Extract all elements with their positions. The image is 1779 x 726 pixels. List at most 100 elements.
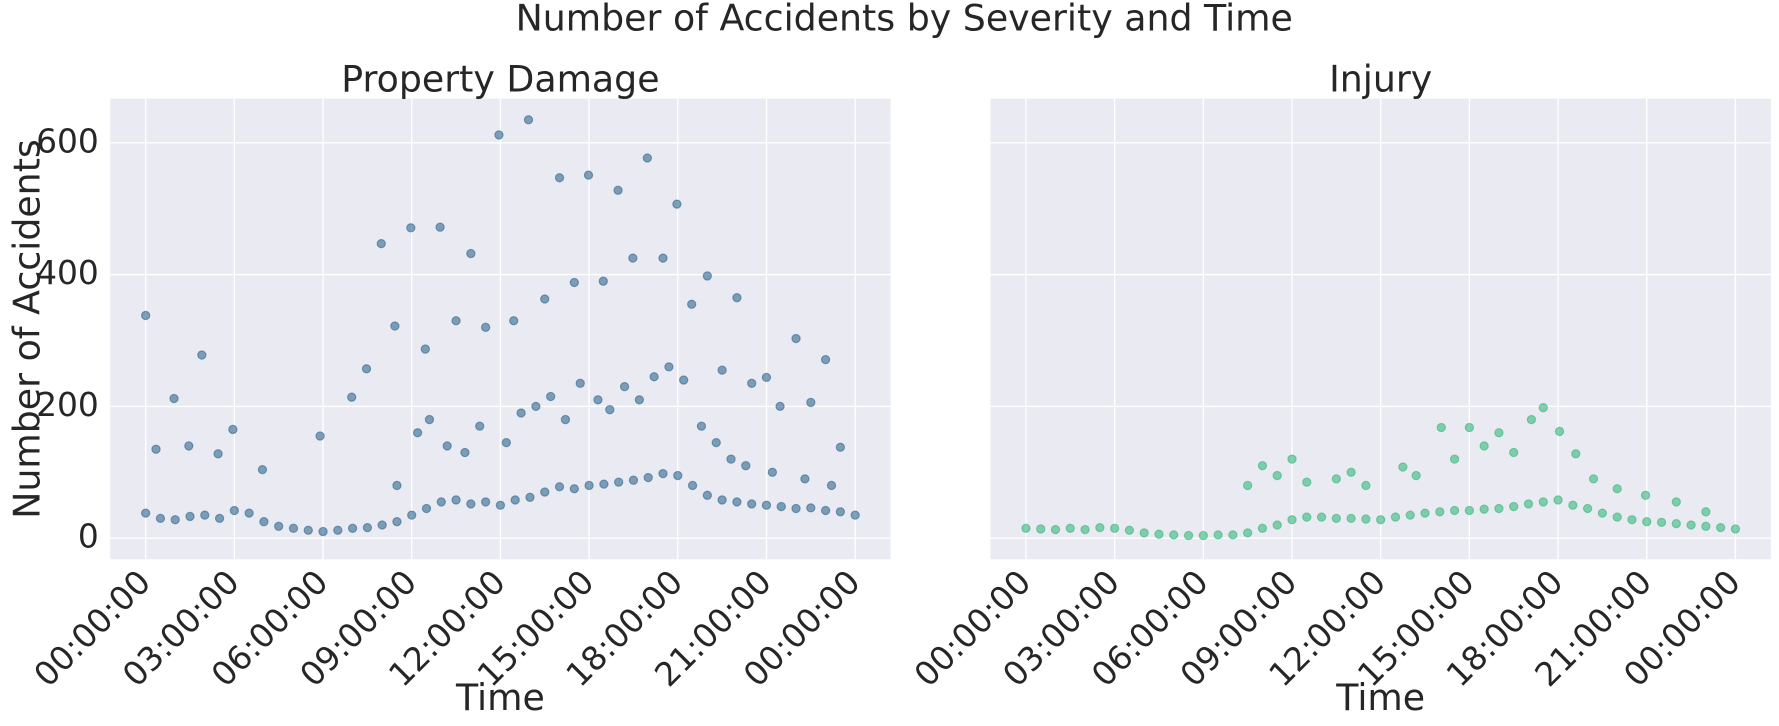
point [412, 428, 423, 438]
point [554, 482, 565, 492]
point [494, 130, 504, 140]
point [392, 517, 402, 527]
point [436, 497, 446, 507]
point [1287, 515, 1297, 525]
point [658, 253, 668, 263]
point [420, 344, 430, 354]
point [390, 321, 400, 331]
point [184, 441, 194, 451]
point [170, 515, 180, 525]
point [509, 316, 519, 326]
point [1554, 426, 1565, 437]
point [1436, 422, 1446, 433]
point [1124, 525, 1135, 535]
point [776, 501, 786, 512]
point [1213, 530, 1223, 540]
point [761, 372, 772, 383]
point [598, 276, 608, 286]
point [141, 310, 151, 321]
point [1287, 454, 1297, 464]
point [1494, 428, 1504, 438]
point [466, 499, 476, 509]
point [1716, 522, 1726, 533]
point [460, 447, 470, 458]
point [1080, 524, 1090, 535]
point [1538, 403, 1548, 413]
point [1198, 530, 1208, 541]
point [747, 499, 757, 509]
y-tick-label: 0 [78, 517, 99, 556]
point [1523, 499, 1534, 509]
point [480, 322, 491, 332]
point [658, 468, 668, 479]
point [732, 293, 742, 303]
point [605, 405, 615, 415]
point [1642, 517, 1652, 527]
point [1376, 515, 1386, 525]
point [1183, 530, 1194, 541]
point [1435, 507, 1445, 517]
point [1036, 524, 1046, 534]
point [1139, 528, 1149, 538]
point [717, 495, 727, 505]
point [614, 477, 624, 487]
point [726, 454, 736, 464]
point [820, 354, 831, 365]
point [376, 238, 386, 249]
point [1730, 524, 1741, 534]
point [1257, 523, 1268, 533]
point [628, 253, 638, 263]
point [1398, 462, 1408, 472]
point [1494, 503, 1504, 514]
point [1449, 505, 1460, 516]
point [806, 397, 816, 408]
point [679, 375, 689, 385]
point [1346, 467, 1356, 477]
point [599, 479, 609, 489]
point [649, 372, 659, 382]
point [711, 437, 721, 448]
subplot-title: Injury [1329, 58, 1432, 101]
point [673, 470, 683, 481]
point [333, 525, 343, 535]
point [424, 414, 435, 425]
point [1627, 515, 1637, 525]
point [1597, 508, 1608, 518]
point [1479, 504, 1489, 514]
point [318, 526, 328, 537]
point [480, 497, 491, 507]
point [1316, 512, 1327, 522]
figure-title: Number of Accidents by Severity and Time [516, 0, 1293, 39]
point [702, 271, 712, 281]
point [806, 503, 816, 513]
point [761, 500, 772, 510]
point [634, 395, 645, 405]
point [1050, 524, 1061, 535]
point [850, 510, 860, 520]
point [643, 472, 653, 483]
point [702, 490, 712, 500]
point [1640, 490, 1651, 500]
point [619, 381, 630, 392]
point [642, 153, 652, 163]
point [451, 316, 461, 326]
y-tick-label: 400 [36, 253, 99, 292]
point [1588, 474, 1599, 484]
point [1272, 520, 1282, 530]
point [1095, 522, 1105, 533]
point [361, 364, 372, 374]
point [1526, 414, 1537, 425]
point [560, 414, 571, 425]
point [303, 525, 313, 535]
point [593, 395, 603, 405]
point [1228, 530, 1238, 540]
point [228, 424, 238, 435]
point [141, 508, 151, 518]
point [229, 505, 239, 516]
point [1390, 512, 1401, 522]
point [1331, 474, 1341, 484]
point [466, 248, 476, 259]
point [421, 503, 432, 514]
point [274, 521, 284, 531]
